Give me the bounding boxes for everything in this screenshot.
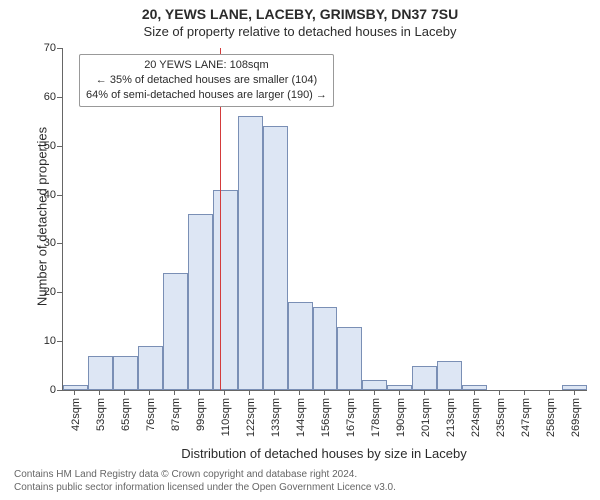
plot-area: 20 YEWS LANE: 108sqm← 35% of detached ho… <box>62 48 587 391</box>
x-tick-mark <box>224 390 225 395</box>
histogram-bar <box>113 356 138 390</box>
x-tick-label: 133sqm <box>270 398 282 437</box>
x-tick-label: 213sqm <box>445 398 457 437</box>
annotation-line: 64% of semi-detached houses are larger (… <box>86 88 327 103</box>
x-tick-label: 224sqm <box>470 398 482 437</box>
histogram-bar <box>63 385 88 390</box>
x-tick-mark <box>399 390 400 395</box>
histogram-bar <box>562 385 587 390</box>
x-tick-mark <box>324 390 325 395</box>
chart-container: 20, YEWS LANE, LACEBY, GRIMSBY, DN37 7SU… <box>0 0 600 500</box>
x-tick-mark <box>274 390 275 395</box>
histogram-bar <box>337 327 362 391</box>
x-tick-mark <box>299 390 300 395</box>
footer-text: Contains HM Land Registry data © Crown c… <box>14 468 396 494</box>
x-tick-label: 235sqm <box>495 398 507 437</box>
x-tick-label: 53sqm <box>95 398 107 431</box>
x-tick-mark <box>74 390 75 395</box>
x-tick-mark <box>549 390 550 395</box>
x-tick-mark <box>424 390 425 395</box>
chart-title-main: 20, YEWS LANE, LACEBY, GRIMSBY, DN37 7SU <box>0 6 600 22</box>
x-tick-label: 122sqm <box>245 398 257 437</box>
histogram-bar <box>288 302 313 390</box>
annotation-line: 20 YEWS LANE: 108sqm <box>86 58 327 73</box>
x-tick-label: 269sqm <box>570 398 582 437</box>
x-tick-label: 76sqm <box>145 398 157 431</box>
x-tick-label: 201sqm <box>420 398 432 437</box>
y-tick-label: 50 <box>26 140 56 152</box>
x-tick-mark <box>449 390 450 395</box>
x-tick-label: 258sqm <box>545 398 557 437</box>
x-tick-label: 144sqm <box>295 398 307 437</box>
x-tick-label: 87sqm <box>170 398 182 431</box>
x-tick-label: 99sqm <box>195 398 207 431</box>
x-tick-mark <box>574 390 575 395</box>
y-tick-label: 60 <box>26 91 56 103</box>
annotation-box: 20 YEWS LANE: 108sqm← 35% of detached ho… <box>79 54 334 107</box>
footer-line: Contains HM Land Registry data © Crown c… <box>14 468 396 481</box>
x-tick-mark <box>249 390 250 395</box>
annotation-line: ← 35% of detached houses are smaller (10… <box>86 73 327 88</box>
histogram-bar <box>138 346 163 390</box>
histogram-bar <box>437 361 462 390</box>
x-tick-label: 42sqm <box>70 398 82 431</box>
histogram-bar <box>263 126 288 390</box>
histogram-bar <box>88 356 113 390</box>
histogram-bar <box>462 385 487 390</box>
y-tick-label: 30 <box>26 237 56 249</box>
histogram-bar <box>412 366 437 390</box>
x-tick-mark <box>99 390 100 395</box>
x-tick-label: 110sqm <box>220 398 232 436</box>
x-tick-mark <box>124 390 125 395</box>
histogram-bar <box>188 214 213 390</box>
x-axis-label: Distribution of detached houses by size … <box>62 446 586 461</box>
x-tick-mark <box>374 390 375 395</box>
histogram-bar <box>213 190 238 390</box>
x-tick-label: 65sqm <box>120 398 132 431</box>
x-tick-mark <box>149 390 150 395</box>
x-tick-label: 167sqm <box>345 398 357 437</box>
histogram-bar <box>238 116 263 390</box>
y-tick-label: 10 <box>26 335 56 347</box>
y-tick-label: 0 <box>26 384 56 396</box>
x-tick-label: 190sqm <box>395 398 407 437</box>
x-tick-label: 178sqm <box>370 398 382 437</box>
histogram-bar <box>362 380 387 390</box>
y-tick-label: 70 <box>26 42 56 54</box>
x-tick-mark <box>174 390 175 395</box>
y-tick-label: 40 <box>26 189 56 201</box>
x-tick-mark <box>349 390 350 395</box>
x-tick-mark <box>524 390 525 395</box>
x-tick-mark <box>499 390 500 395</box>
histogram-bar <box>387 385 412 390</box>
x-tick-mark <box>199 390 200 395</box>
footer-line: Contains public sector information licen… <box>14 481 396 494</box>
x-tick-mark <box>474 390 475 395</box>
histogram-bar <box>313 307 338 390</box>
x-tick-label: 247sqm <box>520 398 532 437</box>
histogram-bar <box>163 273 188 390</box>
y-tick-label: 20 <box>26 286 56 298</box>
chart-title-sub: Size of property relative to detached ho… <box>0 24 600 39</box>
x-tick-label: 156sqm <box>320 398 332 437</box>
